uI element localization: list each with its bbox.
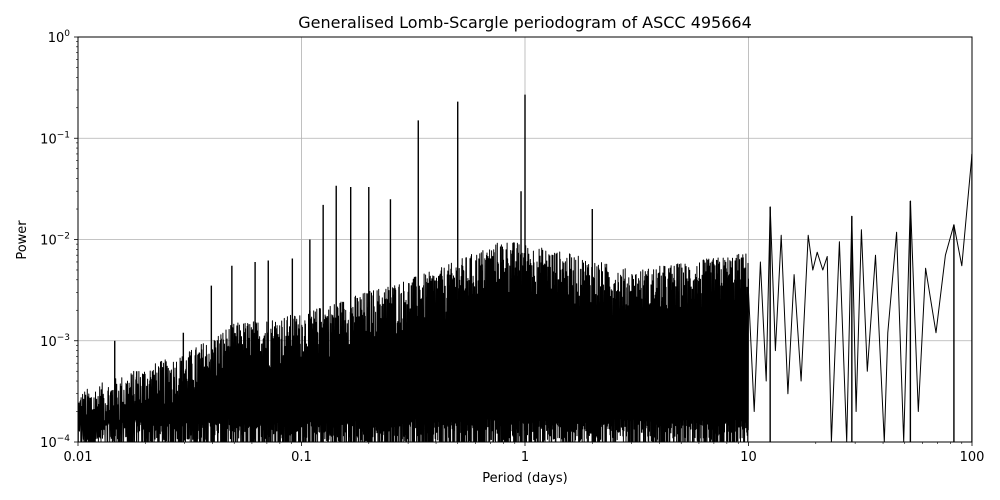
series-group [78,94,972,442]
y-tick-label: 10−3 [40,333,70,350]
x-tick-label: 0.01 [64,450,93,465]
y-axis: 10−4 10−3 10−2 10−1 100 [40,29,78,451]
x-tick-label: 10 [740,450,757,465]
y-tick-label: 10−1 [40,130,70,147]
y-tick-label: 10−4 [40,434,70,451]
x-tick-label: 1 [521,450,529,465]
x-axis-label: Period (days) [482,471,568,486]
y-tick-label: 100 [48,29,71,46]
y-axis-label: Power [15,220,30,260]
x-tick-label: 0.1 [291,450,312,465]
chart-title: Generalised Lomb-Scargle periodogram of … [298,13,752,32]
x-axis: 0.01 0.1 1 10 100 [64,442,985,465]
x-tick-label: 100 [960,450,985,465]
y-tick-label: 10−2 [40,232,70,249]
